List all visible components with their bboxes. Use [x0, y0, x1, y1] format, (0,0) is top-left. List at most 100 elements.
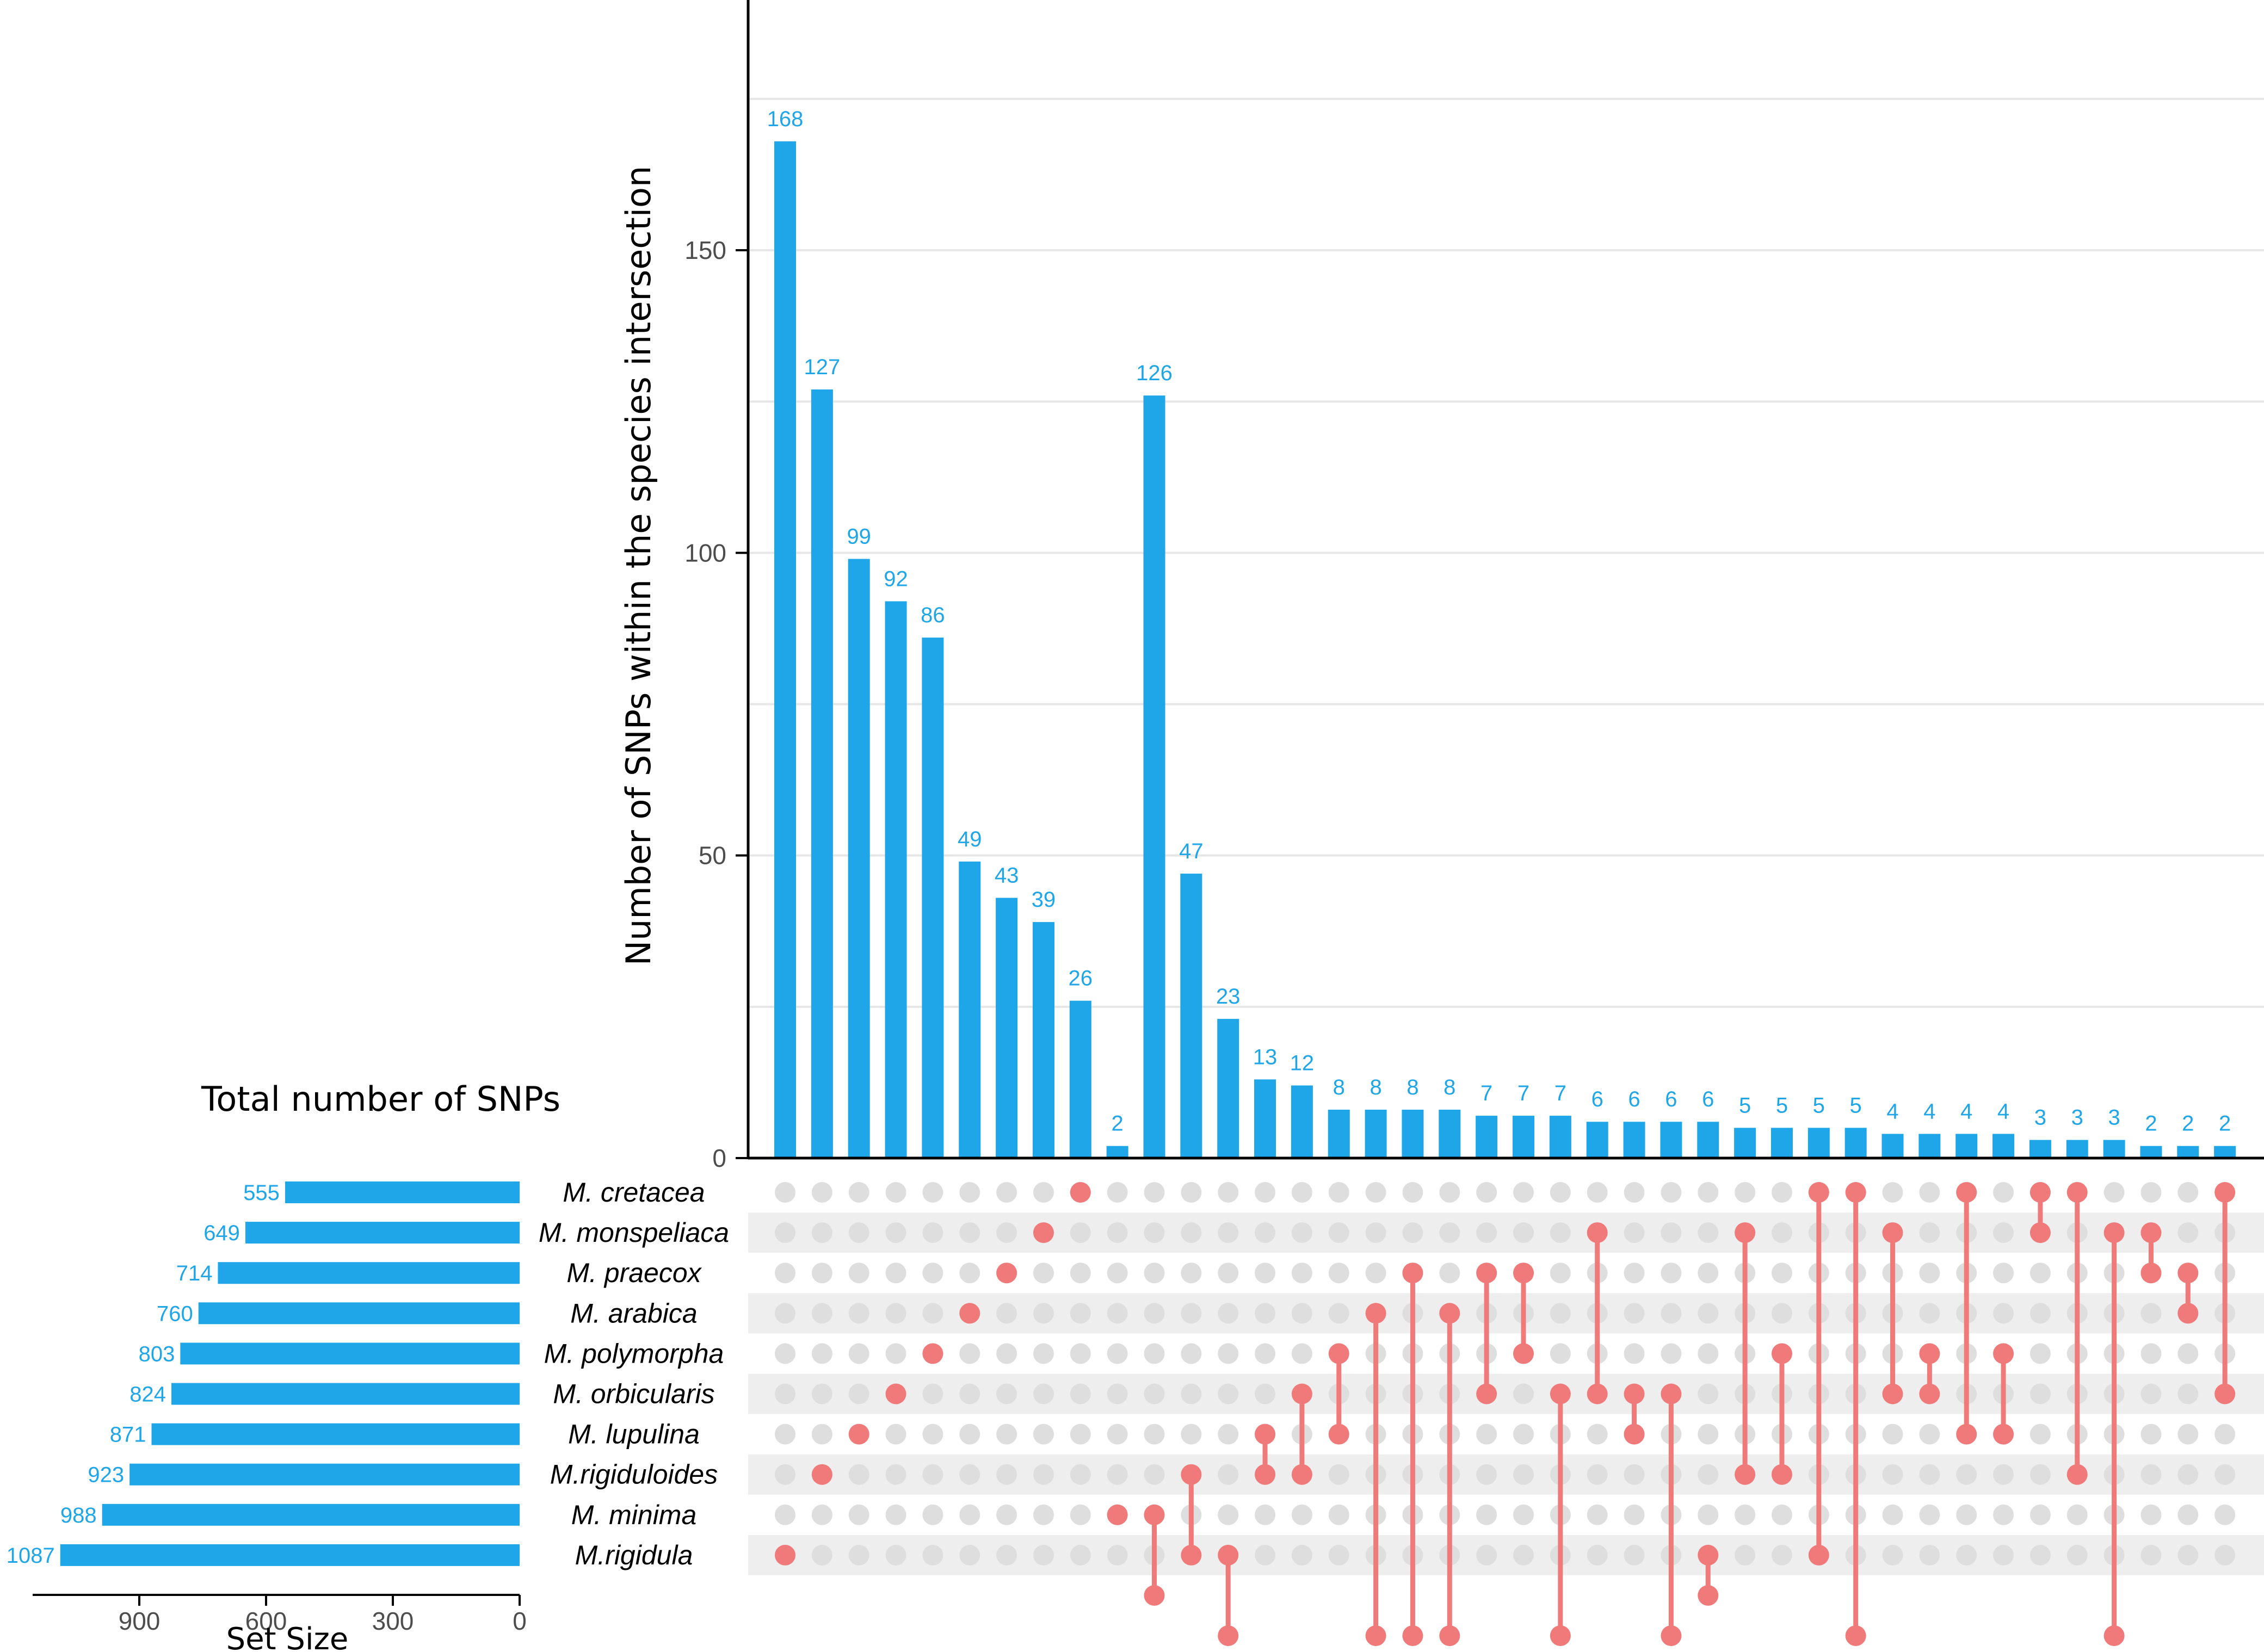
matrix-dot-inactive [1993, 1263, 2014, 1284]
matrix-dot-active [1402, 1625, 1423, 1647]
intersection-bar [959, 861, 981, 1158]
matrix-dot-inactive [1993, 1222, 2014, 1243]
intersection-bar-label: 47 [1179, 839, 1204, 863]
matrix-dot-inactive [1218, 1222, 1239, 1243]
matrix-dot-inactive [2140, 1303, 2162, 1324]
matrix-dot-inactive [885, 1343, 906, 1364]
intersection-bar-label: 4 [1886, 1099, 1898, 1123]
matrix-dot-active [1218, 1625, 1239, 1647]
matrix-dot-inactive [848, 1464, 869, 1485]
matrix-dot-inactive [1033, 1343, 1054, 1364]
matrix-dot-inactive [1291, 1343, 1312, 1364]
matrix-dot-inactive [959, 1424, 980, 1445]
matrix-dot-active [1328, 1424, 1349, 1445]
matrix-dot-inactive [1661, 1263, 1682, 1284]
matrix-dot-active [848, 1424, 869, 1445]
set-name: M. orbicularis [553, 1379, 714, 1409]
set-size-label: 824 [129, 1383, 166, 1407]
matrix-dot-inactive [2177, 1544, 2199, 1566]
matrix-dot-inactive [885, 1182, 906, 1203]
matrix-dot-inactive [1365, 1222, 1386, 1243]
intersection-bar [1439, 1109, 1461, 1158]
matrix-dot-inactive [1993, 1303, 2014, 1324]
matrix-dot-active [2140, 1263, 2162, 1284]
intersection-bar-label: 5 [1813, 1093, 1825, 1117]
matrix-dot-inactive [1624, 1263, 1645, 1284]
matrix-dot-inactive [2029, 1504, 2051, 1525]
matrix-dot-active [1735, 1222, 1756, 1243]
matrix-dot-inactive [1587, 1544, 1608, 1566]
set-name: M. lupulina [568, 1419, 700, 1450]
matrix-dot-inactive [2177, 1383, 2199, 1404]
matrix-dot-inactive [1107, 1424, 1128, 1445]
intersection-bar-label: 26 [1069, 967, 1093, 991]
matrix-dot-inactive [996, 1222, 1017, 1243]
matrix-dot-inactive [1218, 1424, 1239, 1445]
matrix-dot-inactive [1624, 1544, 1645, 1566]
matrix-dot-inactive [848, 1182, 869, 1203]
matrix-dot-inactive [1993, 1464, 2014, 1485]
matrix-dot-inactive [1255, 1222, 1276, 1243]
matrix-dot-active [2214, 1383, 2236, 1404]
set-size-label: 714 [176, 1261, 213, 1285]
matrix-dot-active [1993, 1343, 2014, 1364]
intersection-bar-label: 92 [884, 567, 908, 591]
matrix-dot-inactive [811, 1263, 832, 1284]
matrix-dot-active [1808, 1182, 1829, 1203]
intersection-bar-label: 127 [804, 355, 840, 379]
set-size-title: Total number of SNPs [201, 1079, 560, 1119]
intersection-bar [774, 141, 796, 1159]
matrix-dot-inactive [996, 1182, 1017, 1203]
matrix-dot-active [1587, 1222, 1608, 1243]
set-size-bar [218, 1262, 520, 1284]
matrix-dot-inactive [2214, 1424, 2236, 1445]
y-tick-label: 50 [699, 842, 726, 870]
matrix-dot-inactive [1550, 1343, 1571, 1364]
matrix-dot-inactive [1587, 1424, 1608, 1445]
matrix-dot-inactive [1107, 1383, 1128, 1404]
matrix-dot-active [996, 1263, 1017, 1284]
matrix-dot-inactive [922, 1222, 943, 1243]
matrix-dot-active [1919, 1383, 1940, 1404]
intersection-bar [1402, 1109, 1424, 1158]
matrix-dot-inactive [1328, 1303, 1349, 1324]
matrix-dot-inactive [2140, 1424, 2162, 1445]
matrix-dot-inactive [775, 1303, 795, 1324]
matrix-dot-inactive [959, 1383, 980, 1404]
matrix-dot-active [1181, 1544, 1202, 1566]
matrix-dot-inactive [1033, 1424, 1054, 1445]
matrix-dot-inactive [1698, 1383, 1719, 1404]
matrix-dot-inactive [1956, 1544, 1977, 1566]
matrix-dot-inactive [1218, 1464, 1239, 1485]
y-tick-label: 0 [712, 1144, 726, 1172]
matrix-dot-active [1070, 1182, 1091, 1203]
matrix-dot-inactive [1144, 1222, 1165, 1243]
intersection-bar-label: 3 [2034, 1106, 2046, 1130]
set-size-bar [198, 1302, 520, 1325]
matrix-dot-inactive [1624, 1182, 1645, 1203]
y-axis-ticks: 0 50 100 150 [684, 236, 748, 1172]
matrix-dot-inactive [885, 1222, 906, 1243]
matrix-dot-inactive [885, 1504, 906, 1525]
matrix-dot-inactive [1144, 1424, 1165, 1445]
matrix-dot-inactive [1402, 1182, 1423, 1203]
intersection-bar-label: 8 [1406, 1075, 1418, 1099]
matrix-dot-active [2140, 1222, 2162, 1243]
matrix-dot-inactive [2177, 1343, 2199, 1364]
matrix-dot-inactive [811, 1424, 832, 1445]
matrix-dot-inactive [1956, 1464, 1977, 1485]
matrix-dot-inactive [922, 1303, 943, 1324]
intersection-bar [1734, 1128, 1756, 1158]
matrix-dot-inactive [848, 1303, 869, 1324]
matrix-dot-inactive [1476, 1182, 1497, 1203]
matrix-dot-active [885, 1383, 906, 1404]
matrix-dot-inactive [1033, 1504, 1054, 1525]
matrix-dot-inactive [1919, 1222, 1940, 1243]
matrix-dot-inactive [1624, 1343, 1645, 1364]
matrix-dot-inactive [1624, 1303, 1645, 1324]
matrix-dot-inactive [1255, 1544, 1276, 1566]
set-name: M. arabica [570, 1298, 697, 1328]
matrix-dot-inactive [1291, 1504, 1312, 1525]
